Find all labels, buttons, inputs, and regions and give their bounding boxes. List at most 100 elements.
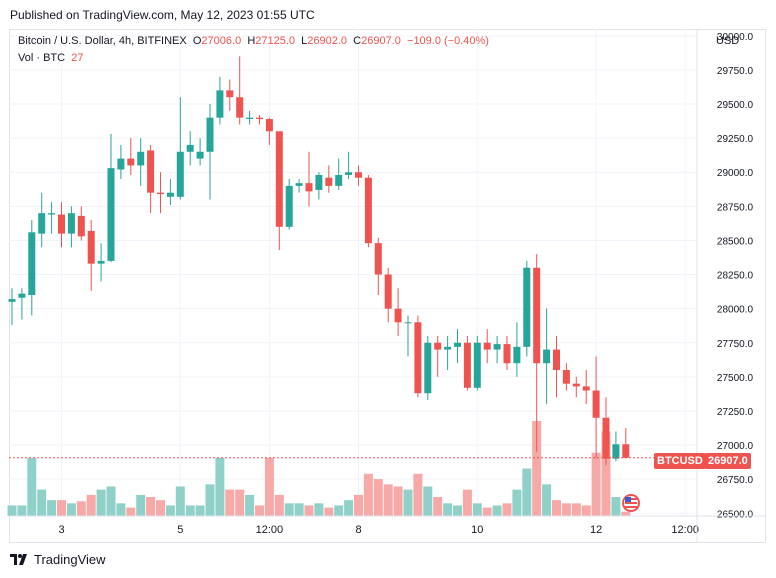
candle-body [602, 417, 610, 459]
volume-bar [47, 500, 57, 516]
time-tick-label: 3 [58, 524, 64, 536]
low-value: 26902.0 [307, 35, 348, 47]
candle-body [572, 383, 580, 387]
footer-brand[interactable]: TradingView [10, 552, 106, 567]
candle-body [58, 214, 65, 234]
candle-body [77, 215, 85, 237]
volume-bar [472, 503, 482, 516]
high-label: H [247, 35, 256, 47]
volume-bar [304, 505, 314, 516]
candle-body [622, 444, 630, 458]
candle-body [414, 322, 422, 394]
candle-body [275, 131, 283, 227]
volume-bar [581, 505, 591, 516]
candle-body [38, 213, 46, 234]
price-tick-label: 27250.0 [717, 407, 754, 418]
volume-bar [502, 503, 512, 516]
close-label: C [353, 35, 362, 47]
volume-bar [156, 500, 165, 516]
chart-frame [9, 29, 766, 543]
volume-bar [403, 489, 413, 516]
candle-body [127, 158, 135, 166]
volume-bar [175, 486, 185, 516]
price-tick-label: 26750.0 [717, 475, 754, 486]
volume-bar [492, 505, 502, 516]
currency-label[interactable]: USD [716, 35, 740, 47]
candle-body [374, 243, 382, 275]
candle-body [434, 342, 442, 350]
volume-label: Vol · BTC [18, 52, 66, 64]
volume-bar [195, 505, 205, 516]
candle-body [87, 230, 95, 264]
time-axis: 3 5 12:00 8 10 12 12:00 [58, 524, 699, 536]
published-caption: Published on TradingView.com, May 12, 20… [10, 8, 315, 22]
price-tick-label: 26500.0 [717, 509, 754, 520]
volume-bar [413, 473, 423, 516]
candle-body [582, 386, 590, 391]
candle-body [67, 213, 75, 234]
close-value: 26907.0 [361, 35, 401, 47]
volume-bar [482, 507, 492, 516]
volume-bar [611, 497, 621, 516]
candle-body [8, 299, 16, 302]
candle-body [444, 346, 452, 350]
candle-body [97, 260, 105, 264]
candle-body [157, 192, 164, 195]
volume-bar [106, 486, 116, 516]
price-tick-label: 28500.0 [717, 236, 754, 247]
candle-body [463, 342, 471, 388]
grid-lines [9, 29, 697, 516]
volume-bar [185, 505, 195, 516]
volume-bar [245, 494, 255, 516]
candle-body [394, 308, 402, 323]
candle-body [493, 344, 501, 350]
open-value: 27006.0 [201, 35, 242, 47]
volume-bar [136, 494, 146, 516]
time-tick-label: 12 [590, 524, 602, 536]
candle-body [454, 342, 461, 347]
volume-bar [7, 505, 17, 516]
volume-bar [27, 457, 37, 516]
volume-bar [146, 497, 156, 516]
volume-bar [433, 497, 443, 516]
volume-bar [205, 484, 215, 516]
price-tick-label: 29500.0 [717, 100, 754, 111]
volume-bar [255, 505, 264, 516]
tradingview-logo-icon [10, 553, 27, 565]
volume-bar [324, 507, 334, 516]
volume-bar [621, 511, 631, 516]
time-tick-label: 12:00 [671, 524, 699, 536]
price-tick-label: 29000.0 [717, 168, 754, 179]
volume-bar [66, 503, 76, 516]
volume-bar [225, 489, 235, 516]
candle-body [384, 274, 392, 309]
candle-body [107, 168, 115, 261]
volume-bar [532, 421, 542, 516]
volume-bar [601, 431, 611, 516]
candlesticks [8, 56, 630, 466]
high-value: 27125.0 [255, 35, 296, 47]
candle-body [265, 119, 273, 132]
volume-bar [561, 503, 571, 516]
candle-body [137, 151, 145, 166]
time-tick-label: 10 [471, 524, 483, 536]
candle-body [553, 349, 560, 371]
candle-body [226, 90, 234, 98]
volume-bar [591, 452, 601, 516]
candle-body [186, 144, 194, 152]
candle-body [315, 174, 323, 190]
us-flag-icon[interactable] [622, 494, 640, 512]
volume-bar [373, 479, 383, 516]
candle-body [285, 185, 293, 227]
candle-body [18, 293, 26, 298]
volume-bar [354, 494, 363, 516]
volume-bar [57, 500, 66, 516]
candle-body [305, 183, 313, 192]
candle-body [404, 322, 412, 324]
candle-body [206, 117, 214, 152]
candle-body [325, 177, 333, 186]
candle-body [236, 97, 244, 118]
candle-body [28, 232, 36, 296]
symbol-tag: BTCUSD [654, 453, 706, 469]
